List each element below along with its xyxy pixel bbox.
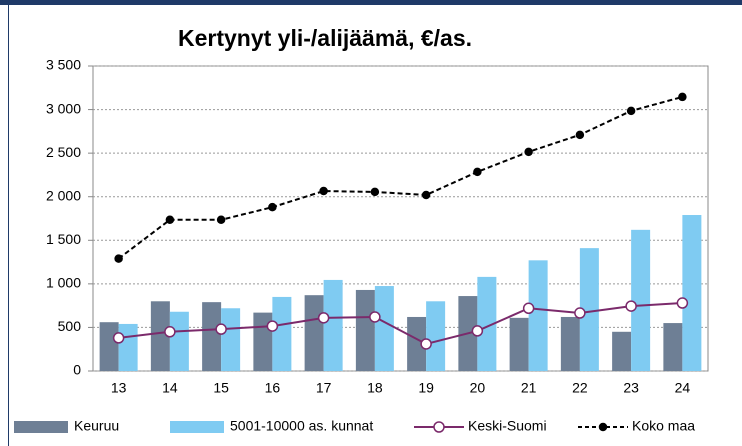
plot-frame [92, 65, 709, 372]
bar [323, 279, 343, 371]
x-tick-label: 16 [265, 380, 281, 396]
bar [682, 215, 702, 371]
y-tick-label: 2 000 [46, 187, 81, 203]
bar [663, 323, 683, 371]
marker [317, 312, 330, 324]
marker [473, 167, 482, 177]
bar [477, 276, 497, 371]
marker [112, 332, 125, 344]
y-tick-label: 2 500 [46, 144, 81, 160]
x-tick-label: 20 [470, 380, 486, 396]
bar [272, 296, 292, 371]
legend-marker [598, 422, 608, 432]
bar [355, 289, 375, 371]
bar [612, 331, 632, 371]
marker [522, 302, 535, 315]
bar [150, 301, 170, 371]
marker [471, 325, 484, 337]
marker [575, 130, 585, 140]
bar [426, 301, 446, 371]
legend-label: 5001-10000 as. kunnat [230, 418, 373, 434]
line [118, 95, 683, 260]
x-tick-label: 24 [675, 380, 691, 396]
chart-title: Kertynyt yli-/alijäämä, €/as. [178, 25, 472, 51]
marker [319, 186, 328, 196]
legend-label: Keski-Suomi [468, 418, 547, 434]
bar [99, 322, 119, 371]
bar [221, 308, 241, 371]
x-tick-label: 21 [521, 380, 537, 396]
marker [524, 147, 533, 157]
bar [169, 311, 189, 371]
bar [304, 295, 324, 371]
line [118, 302, 683, 346]
bar [407, 316, 427, 371]
marker [676, 297, 689, 309]
x-tick-label: 19 [418, 380, 434, 396]
legend-marker [433, 421, 445, 433]
y-tick-label: 3 500 [46, 57, 81, 73]
marker [164, 326, 176, 338]
y-tick-label: 0 [73, 362, 81, 378]
bar [579, 248, 599, 371]
marker [114, 254, 123, 263]
marker [268, 202, 277, 212]
x-tick-label: 13 [111, 380, 127, 396]
bar [560, 316, 580, 371]
legend-label: Koko maa [632, 418, 695, 434]
marker [626, 106, 636, 116]
bar [374, 286, 394, 371]
x-tick-label: 23 [623, 380, 639, 396]
x-tick-label: 14 [162, 380, 178, 396]
top-border [0, 0, 742, 5]
x-tick-label: 22 [572, 380, 588, 396]
bar [509, 317, 529, 371]
bar [631, 229, 651, 371]
bar [118, 323, 138, 371]
marker [678, 92, 687, 102]
marker [266, 320, 279, 332]
legend-label: Keuruu [74, 418, 119, 434]
x-tick-label: 17 [316, 380, 332, 396]
y-tick-label: 1 000 [46, 275, 81, 291]
marker [420, 338, 432, 350]
bar [528, 260, 548, 371]
x-tick-label: 18 [367, 380, 383, 396]
y-tick-label: 3 000 [46, 100, 81, 116]
legend-swatch [170, 421, 224, 433]
marker [370, 187, 380, 197]
marker [625, 300, 637, 312]
y-tick-label: 1 500 [46, 231, 81, 247]
x-tick-label: 15 [213, 380, 229, 396]
marker [574, 307, 586, 319]
marker [369, 311, 381, 323]
marker [216, 215, 226, 225]
marker [165, 215, 175, 225]
bar [202, 302, 222, 371]
marker [215, 323, 227, 335]
y-tick-label: 500 [58, 318, 82, 334]
legend-swatch [14, 421, 68, 433]
marker [421, 190, 431, 200]
